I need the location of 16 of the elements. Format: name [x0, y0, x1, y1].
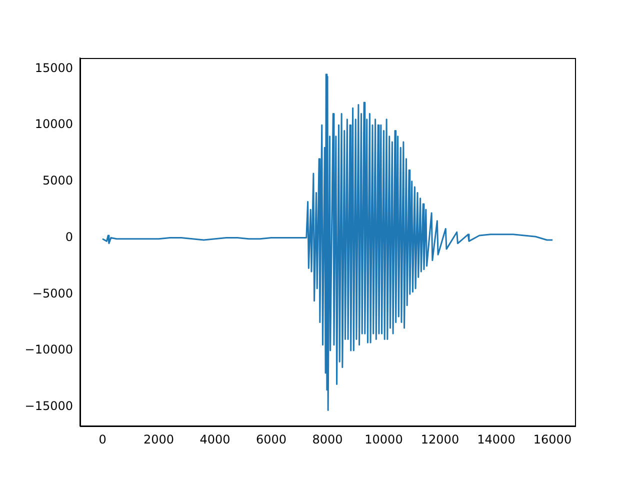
y-tick-label: −10000 [24, 342, 73, 357]
x-tick-label: 0 [98, 432, 106, 446]
y-tick-label: −5000 [32, 286, 73, 300]
x-tick-label: 2000 [143, 432, 174, 446]
x-tick-label: 10000 [364, 432, 403, 446]
y-tick-label: 15000 [34, 60, 73, 75]
x-tick-label: 4000 [200, 432, 230, 446]
y-tick-label: −15000 [24, 398, 73, 413]
x-tick-label: 14000 [477, 432, 516, 446]
y-tick-label: 5000 [42, 174, 73, 188]
y-tick-label: 10000 [34, 117, 73, 132]
x-tick-label: 6000 [256, 432, 287, 446]
x-tick-label: 8000 [312, 432, 343, 446]
y-tick-label: 0 [65, 230, 73, 244]
x-tick-label: 16000 [533, 432, 572, 446]
x-tick-label: 12000 [420, 432, 460, 446]
